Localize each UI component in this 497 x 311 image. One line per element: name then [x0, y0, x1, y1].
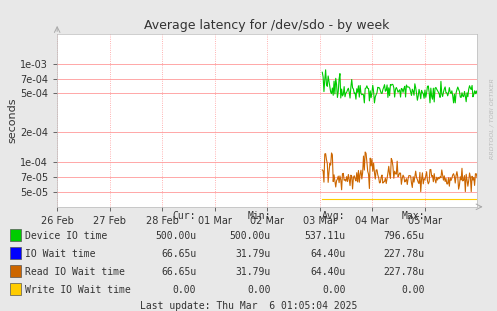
Text: 64.40u: 64.40u	[310, 249, 345, 259]
Text: 227.78u: 227.78u	[384, 267, 425, 277]
Text: 66.65u: 66.65u	[161, 267, 196, 277]
Text: 500.00u: 500.00u	[155, 231, 196, 241]
Text: Min:: Min:	[248, 211, 271, 221]
Text: 796.65u: 796.65u	[384, 231, 425, 241]
Title: Average latency for /dev/sdo - by week: Average latency for /dev/sdo - by week	[145, 19, 390, 32]
Text: Max:: Max:	[402, 211, 425, 221]
Text: RRDTOOL / TOBI OETIKER: RRDTOOL / TOBI OETIKER	[490, 78, 495, 159]
Text: 0.00: 0.00	[248, 285, 271, 295]
Text: 0.00: 0.00	[173, 285, 196, 295]
Text: Cur:: Cur:	[173, 211, 196, 221]
Text: 31.79u: 31.79u	[236, 267, 271, 277]
Text: Write IO Wait time: Write IO Wait time	[25, 285, 131, 295]
Text: 0.00: 0.00	[402, 285, 425, 295]
Text: Last update: Thu Mar  6 01:05:04 2025: Last update: Thu Mar 6 01:05:04 2025	[140, 301, 357, 311]
Text: 500.00u: 500.00u	[230, 231, 271, 241]
Text: IO Wait time: IO Wait time	[25, 249, 95, 259]
Y-axis label: seconds: seconds	[7, 98, 17, 143]
Text: 31.79u: 31.79u	[236, 249, 271, 259]
Text: 66.65u: 66.65u	[161, 249, 196, 259]
Text: Avg:: Avg:	[322, 211, 345, 221]
Text: Read IO Wait time: Read IO Wait time	[25, 267, 125, 277]
Text: 227.78u: 227.78u	[384, 249, 425, 259]
Text: 0.00: 0.00	[322, 285, 345, 295]
Text: 64.40u: 64.40u	[310, 267, 345, 277]
Text: 537.11u: 537.11u	[304, 231, 345, 241]
Text: Device IO time: Device IO time	[25, 231, 107, 241]
